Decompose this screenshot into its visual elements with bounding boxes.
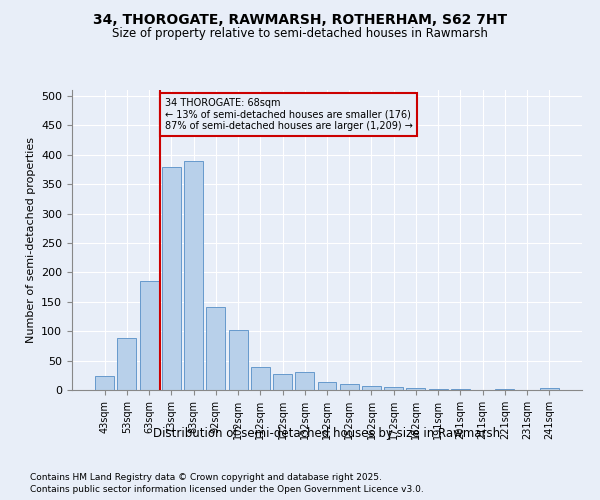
Bar [251,367,270,390]
Bar [317,382,337,390]
Bar [118,338,136,390]
Text: 34, THOROGATE, RAWMARSH, ROTHERHAM, S62 7HT: 34, THOROGATE, RAWMARSH, ROTHERHAM, S62 … [93,12,507,26]
Bar [273,374,292,390]
Bar [340,384,359,390]
Bar [540,388,559,390]
Y-axis label: Number of semi-detached properties: Number of semi-detached properties [26,137,35,343]
Bar [162,167,181,390]
Bar [95,376,114,390]
Bar [140,280,158,390]
Text: Contains HM Land Registry data © Crown copyright and database right 2025.: Contains HM Land Registry data © Crown c… [30,472,382,482]
Bar [362,386,381,390]
Text: Size of property relative to semi-detached houses in Rawmarsh: Size of property relative to semi-detach… [112,28,488,40]
Bar [229,330,248,390]
Bar [406,388,425,390]
Bar [295,372,314,390]
Text: Contains public sector information licensed under the Open Government Licence v3: Contains public sector information licen… [30,485,424,494]
Bar [206,307,225,390]
Bar [184,161,203,390]
Text: Distribution of semi-detached houses by size in Rawmarsh: Distribution of semi-detached houses by … [154,428,500,440]
Text: 34 THOROGATE: 68sqm
← 13% of semi-detached houses are smaller (176)
87% of semi-: 34 THOROGATE: 68sqm ← 13% of semi-detach… [164,98,413,131]
Bar [384,387,403,390]
